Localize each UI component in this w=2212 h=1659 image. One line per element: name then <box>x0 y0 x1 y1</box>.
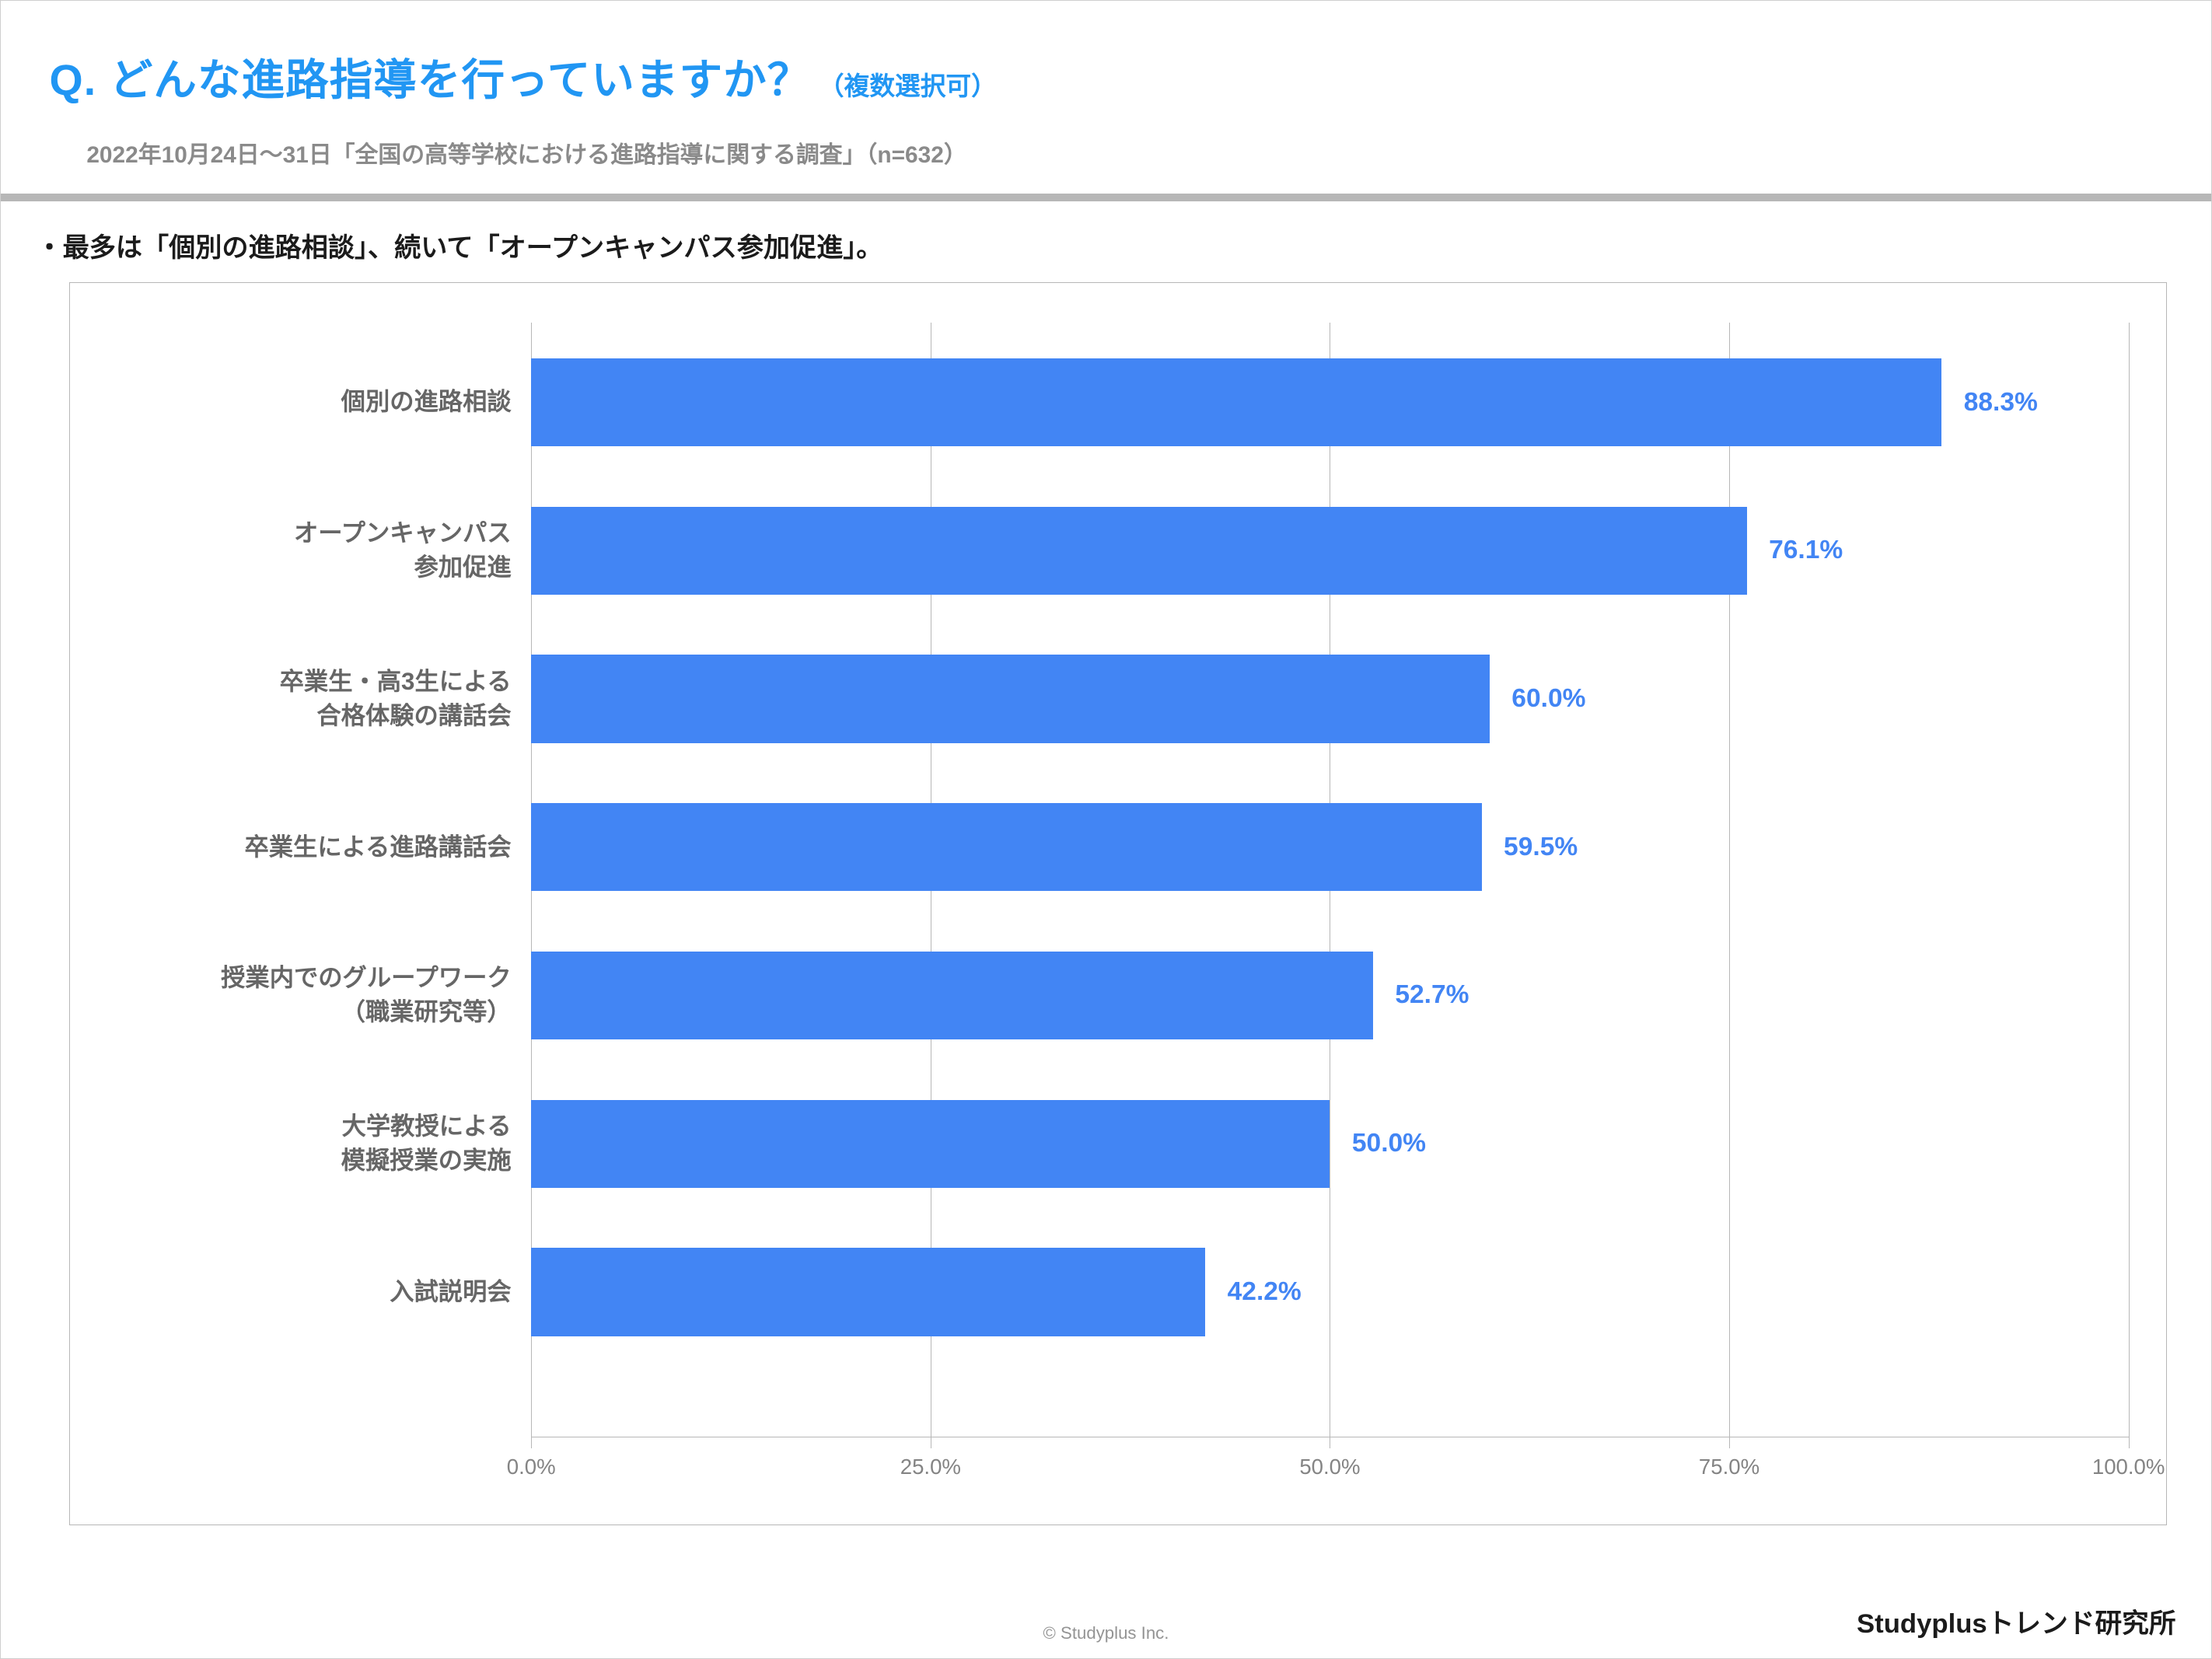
chart-bar <box>531 1248 1205 1336</box>
survey-subtitle: 2022年10月24日～31日「全国の高等学校における進路指導に関する調査」（n… <box>86 135 2162 169</box>
category-labels-column <box>70 323 531 1437</box>
chart-row: 個別の進路相談88.3% <box>531 358 2128 446</box>
chart-value-label: 88.3% <box>1964 388 2038 417</box>
chart-bar <box>531 803 1481 891</box>
chart-value-label: 76.1% <box>1769 536 1843 565</box>
question-title: Q. どんな進路指導を行っていますか？ <box>50 45 812 107</box>
header: Q. どんな進路指導を行っていますか？ （複数選択可） 2022年10月24日～… <box>1 1 2211 194</box>
chart-category-label: オープンキャンパス 参加促進 <box>44 516 531 585</box>
chart-tick-mark <box>2129 1437 2130 1448</box>
chart-category-label: 卒業生による進路講話会 <box>44 830 531 864</box>
chart-value-label: 42.2% <box>1228 1277 1302 1307</box>
chart-tick-mark <box>531 1437 532 1448</box>
insight-text: ・最多は「個別の進路相談」、続いて「オープンキャンパス参加促進」。 <box>1 201 2211 278</box>
title-row: Q. どんな進路指導を行っていますか？ （複数選択可） <box>50 45 2163 107</box>
chart-row: 大学教授による 模擬授業の実施50.0% <box>531 1100 2128 1188</box>
chart-category-label: 入試説明会 <box>44 1275 531 1309</box>
chart-value-label: 60.0% <box>1511 684 1585 714</box>
chart-container: 0.0% 25.0% 50.0% 75.0% 100.0% 個別の進路相談88.3% オープ… <box>69 282 2167 1525</box>
chart-tick-label: 100.0% <box>2092 1455 2165 1479</box>
chart-bar <box>531 952 1373 1039</box>
chart-tick-label: 0.0% <box>507 1455 556 1479</box>
chart-tick-label: 75.0% <box>1699 1455 1759 1479</box>
chart-tick-label: 25.0% <box>900 1455 961 1479</box>
chart-plot: 0.0%25.0%50.0%75.0%100.0%個別の進路相談88.3%オープ… <box>531 323 2128 1437</box>
footer-brand: Studyplusトレンド研究所 <box>1857 1601 2175 1640</box>
chart-row: オープンキャンパス 参加促進76.1% <box>531 507 2128 595</box>
chart-category-label: 授業内でのグループワーク （職業研究等） <box>44 961 531 1030</box>
chart-row: 入試説明会42.2% <box>531 1248 2128 1336</box>
header-divider <box>1 194 2211 201</box>
chart-plot-area: 0.0%25.0%50.0%75.0%100.0%個別の進路相談88.3%オープ… <box>70 323 2166 1437</box>
chart-value-label: 50.0% <box>1352 1129 1426 1158</box>
chart-tick-mark <box>1729 1437 1730 1448</box>
chart-bar <box>531 507 1746 595</box>
chart-row: 授業内でのグループワーク （職業研究等）52.7% <box>531 952 2128 1039</box>
chart-bar <box>531 358 1941 446</box>
chart-bar <box>531 655 1490 742</box>
chart-category-label: 卒業生・高3生による 合格体験の講話会 <box>44 665 531 734</box>
chart-row: 卒業生による進路講話会59.5% <box>531 803 2128 891</box>
chart-value-label: 52.7% <box>1395 980 1469 1010</box>
chart-row: 卒業生・高3生による 合格体験の講話会60.0% <box>531 655 2128 742</box>
chart-gridline <box>2129 323 2130 1437</box>
chart-category-label: 個別の進路相談 <box>44 385 531 419</box>
question-suffix: （複数選択可） <box>819 66 997 103</box>
chart-tick-label: 50.0% <box>1299 1455 1360 1479</box>
slide: Q. どんな進路指導を行っていますか？ （複数選択可） 2022年10月24日～… <box>0 0 2212 1659</box>
chart-category-label: 大学教授による 模擬授業の実施 <box>44 1109 531 1179</box>
chart-bar <box>531 1100 1330 1188</box>
chart-value-label: 59.5% <box>1504 833 1578 862</box>
